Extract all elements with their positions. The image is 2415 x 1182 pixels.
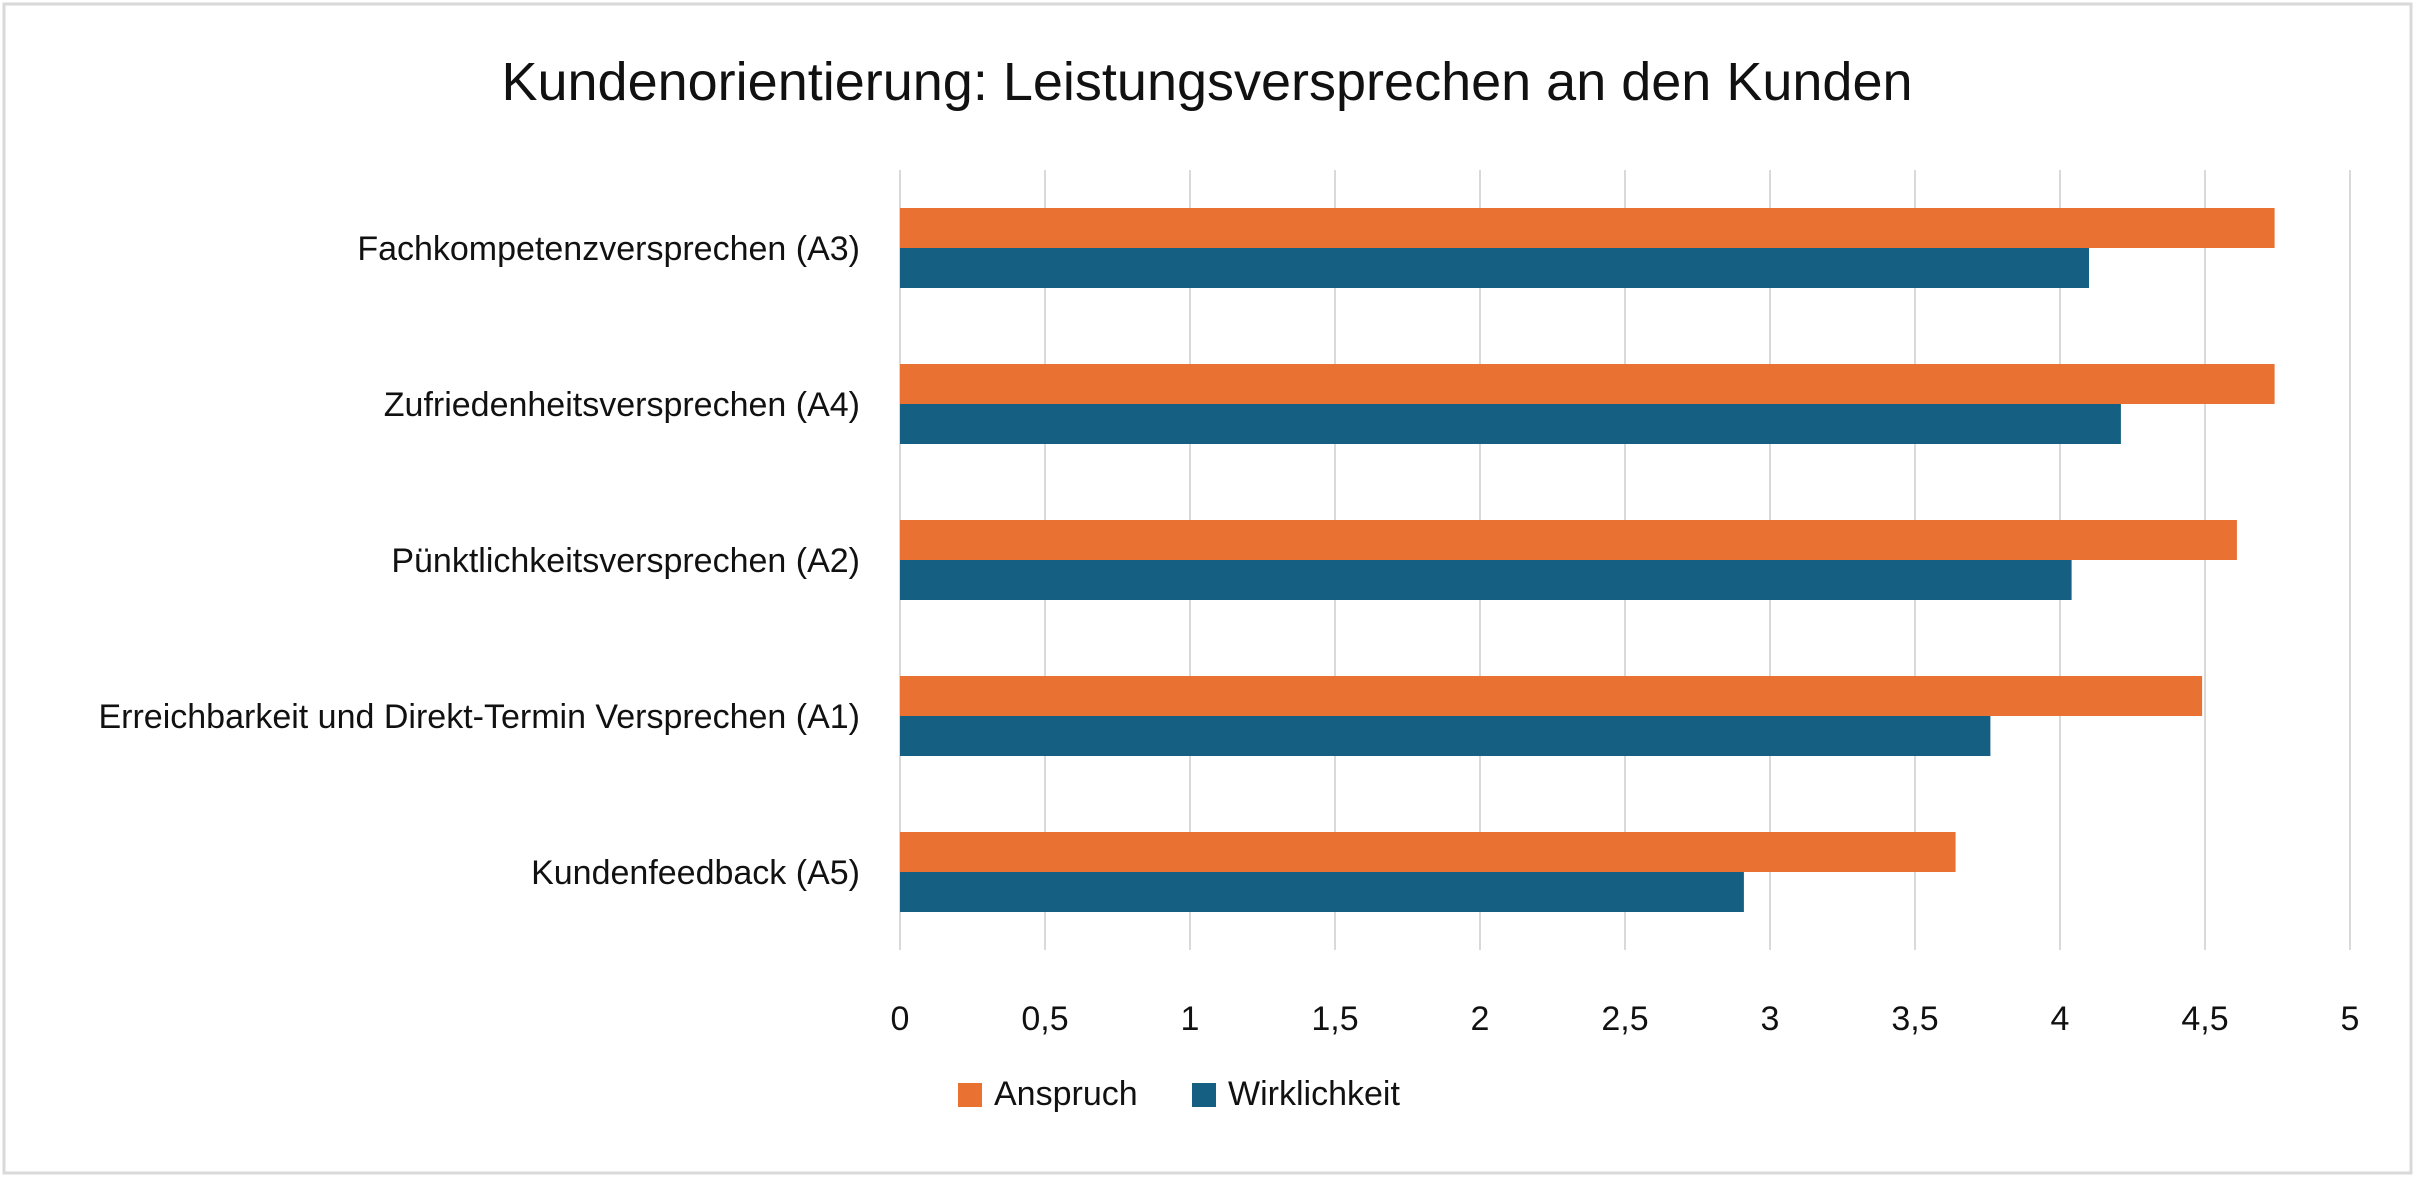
x-tick-label: 3,5 <box>1891 1000 1938 1038</box>
bar-wirklichkeit-0 <box>900 248 2089 288</box>
x-tick-label: 2,5 <box>1601 1000 1648 1038</box>
bar-wirklichkeit-2 <box>900 560 2072 600</box>
x-tick-label: 4 <box>2051 1000 2070 1038</box>
bars <box>900 208 2275 912</box>
category-label: Pünktlichkeitsversprechen (A2) <box>391 542 860 580</box>
category-label: Zufriedenheitsversprechen (A4) <box>384 386 860 424</box>
legend-swatch-anspruch <box>958 1083 982 1107</box>
x-tick-label: 1 <box>1181 1000 1200 1038</box>
legend-label-wirklichkeit: Wirklichkeit <box>1228 1075 1400 1113</box>
x-tick-label: 2 <box>1471 1000 1490 1038</box>
x-tick-label: 5 <box>2341 1000 2360 1038</box>
x-tick-label: 3 <box>1761 1000 1780 1038</box>
legend-label-anspruch: Anspruch <box>994 1075 1138 1113</box>
x-axis-tick-labels: 0 0,5 1 1,5 2 2,5 3 3,5 4 4,5 5 <box>891 1000 2360 1038</box>
category-label: Kundenfeedback (A5) <box>531 854 860 892</box>
legend: Anspruch Wirklichkeit <box>958 1075 1400 1113</box>
chart-title: Kundenorientierung: Leistungsversprechen… <box>501 52 1912 112</box>
legend-swatch-wirklichkeit <box>1192 1083 1216 1107</box>
bar-anspruch-2 <box>900 520 2237 560</box>
x-tick-label: 0,5 <box>1021 1000 1068 1038</box>
x-tick-label: 4,5 <box>2181 1000 2228 1038</box>
bar-wirklichkeit-1 <box>900 404 2121 444</box>
bar-anspruch-1 <box>900 364 2275 404</box>
category-labels: Fachkompetenzversprechen (A3) Zufriedenhe… <box>98 230 860 892</box>
bar-anspruch-0 <box>900 208 2275 248</box>
category-label: Erreichbarkeit und Direkt-Termin Verspre… <box>98 698 860 736</box>
bar-anspruch-3 <box>900 676 2203 716</box>
category-label: Fachkompetenzversprechen (A3) <box>357 230 860 268</box>
x-tick-label: 0 <box>891 1000 910 1038</box>
x-tick-label: 1,5 <box>1311 1000 1358 1038</box>
bar-wirklichkeit-4 <box>900 872 1744 912</box>
bar-anspruch-4 <box>900 832 1956 872</box>
bar-wirklichkeit-3 <box>900 716 1991 756</box>
